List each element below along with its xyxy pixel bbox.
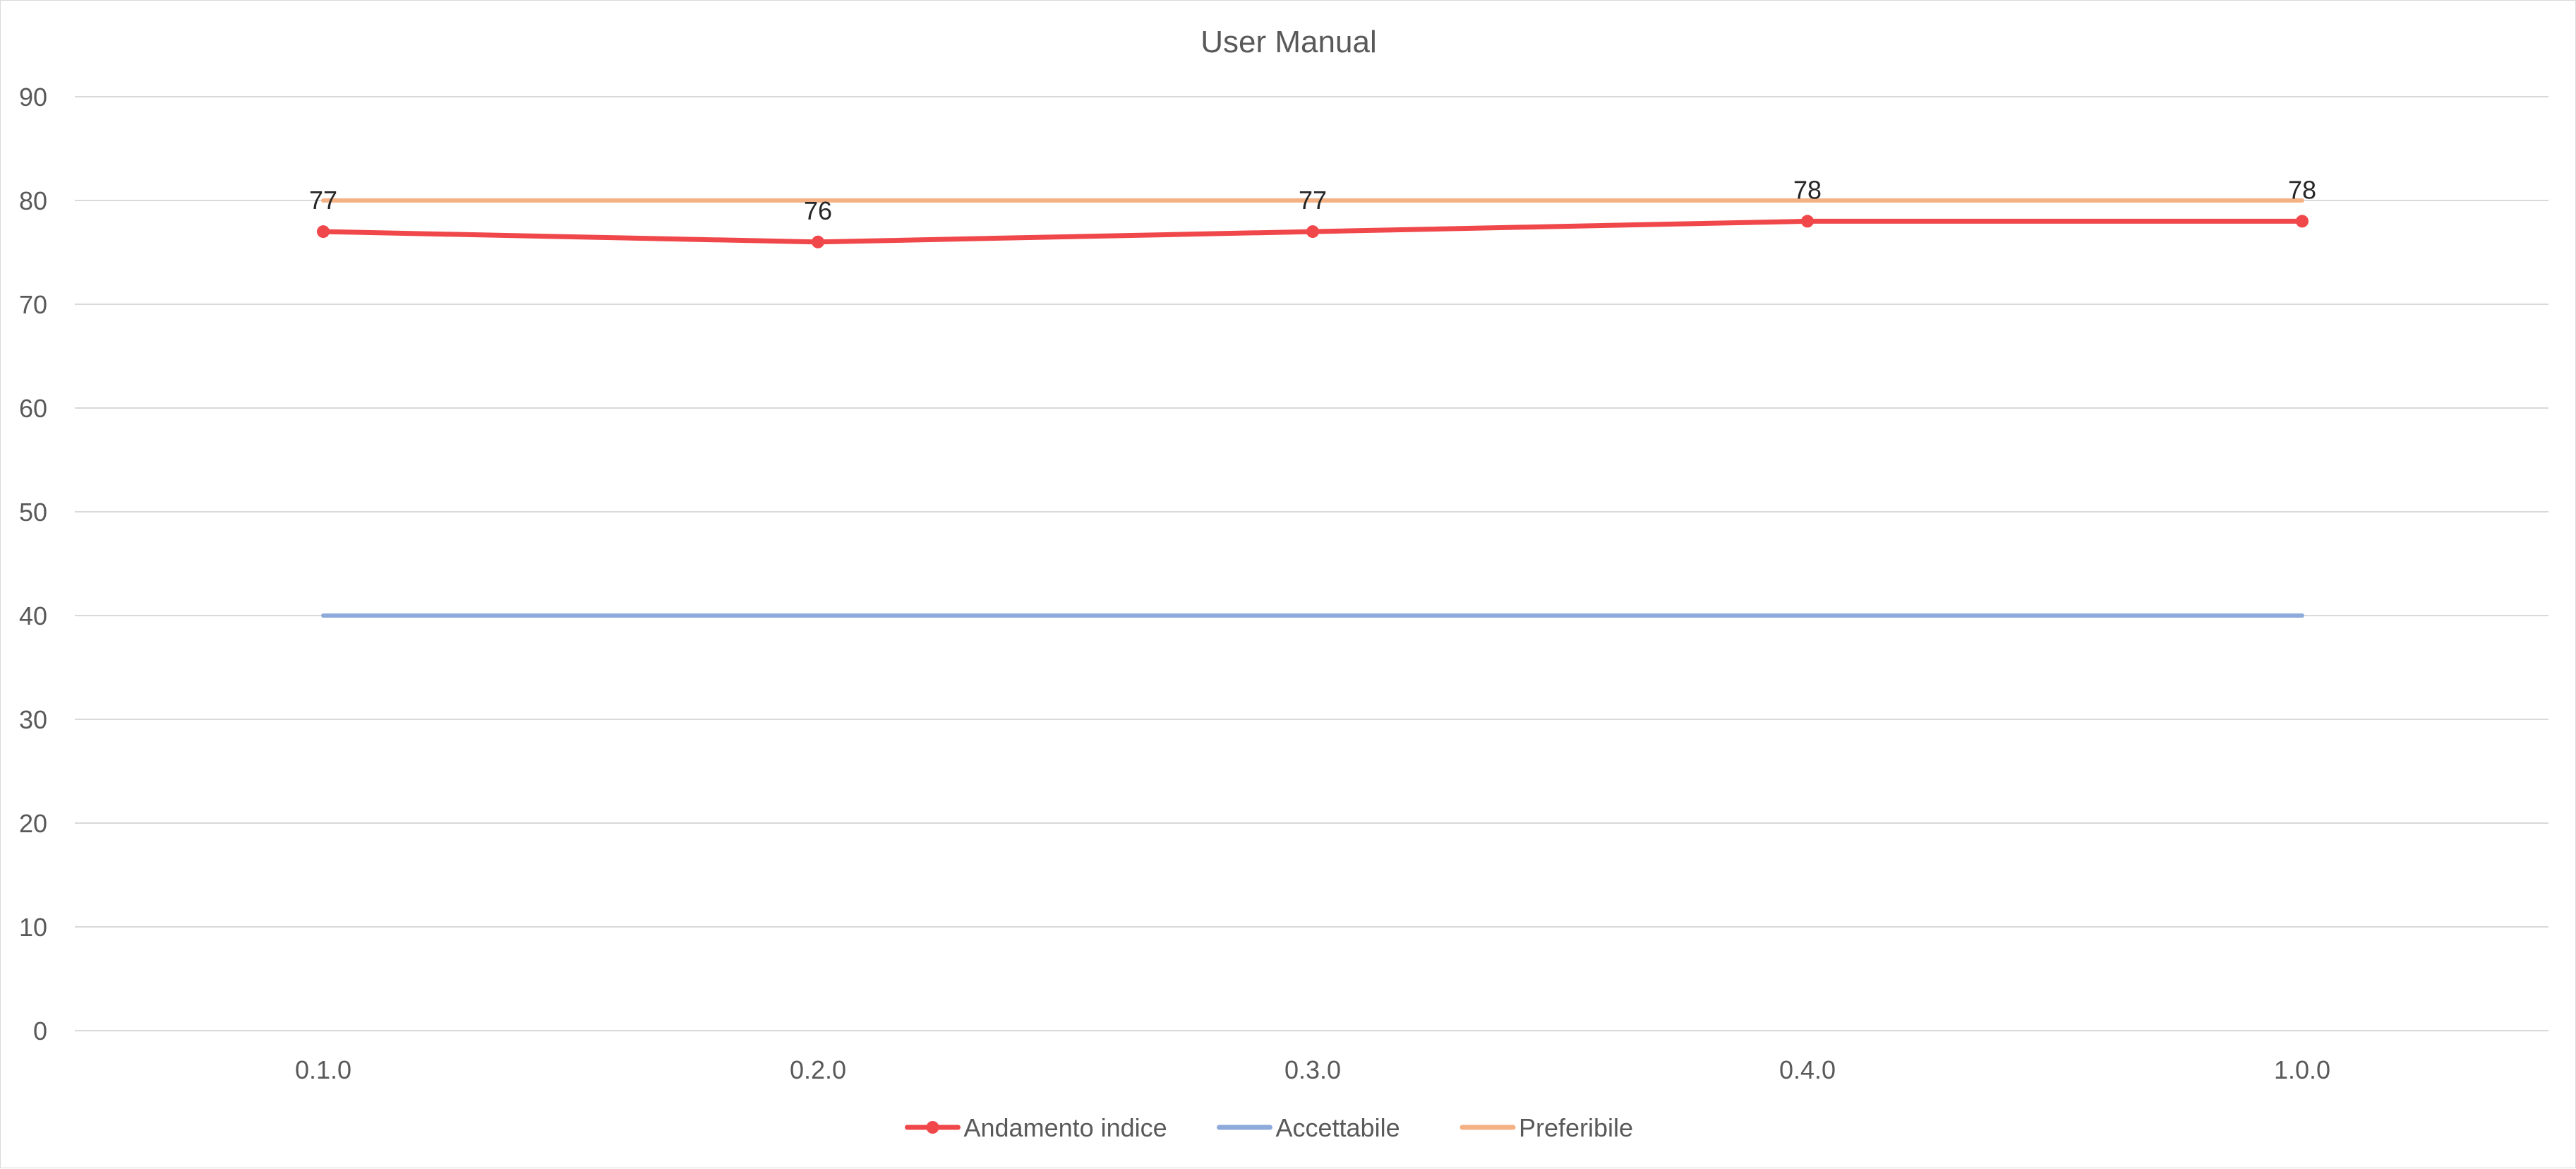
- y-tick-label: 30: [19, 705, 47, 734]
- legend-marker: [926, 1121, 939, 1134]
- legend-label: Accettabile: [1276, 1113, 1400, 1142]
- y-tick-label: 40: [19, 601, 47, 630]
- x-axis-ticks: 0.1.0 0.2.0 0.3.0 0.4.0 1.0.0: [295, 1055, 2330, 1084]
- x-tick-label: 0.3.0: [1284, 1055, 1341, 1084]
- x-tick-label: 0.4.0: [1779, 1055, 1836, 1084]
- series-layer: [317, 198, 2309, 618]
- x-tick-label: 0.2.0: [790, 1055, 846, 1084]
- data-point: [2296, 215, 2309, 228]
- y-tick-label: 10: [19, 913, 47, 942]
- data-labels: 77 76 77 78 78: [309, 175, 2316, 224]
- y-tick-label: 90: [19, 83, 47, 112]
- legend-label: Andamento indice: [964, 1113, 1167, 1142]
- data-label: 77: [309, 186, 337, 215]
- chart-title: User Manual: [1200, 25, 1376, 59]
- legend-label: Preferibile: [1519, 1113, 1633, 1142]
- data-label: 78: [2288, 175, 2316, 204]
- y-tick-label: 0: [33, 1017, 47, 1045]
- data-label: 78: [1793, 175, 1822, 204]
- data-point: [1306, 225, 1319, 239]
- y-tick-label: 70: [19, 290, 47, 319]
- data-label: 76: [804, 196, 832, 225]
- legend: Andamento indice Accettabile Preferibile: [905, 1113, 1633, 1142]
- y-tick-label: 50: [19, 498, 47, 527]
- x-tick-label: 0.1.0: [295, 1055, 351, 1084]
- x-tick-label: 1.0.0: [2274, 1055, 2330, 1084]
- data-point: [317, 225, 330, 239]
- y-tick-label: 60: [19, 394, 47, 423]
- y-axis-ticks: 0 10 20 30 40 50 60 70 80 90: [19, 83, 47, 1045]
- data-point: [1801, 215, 1814, 228]
- data-label: 77: [1299, 186, 1327, 215]
- y-tick-label: 80: [19, 186, 47, 215]
- y-tick-label: 20: [19, 809, 47, 838]
- data-point: [812, 235, 824, 248]
